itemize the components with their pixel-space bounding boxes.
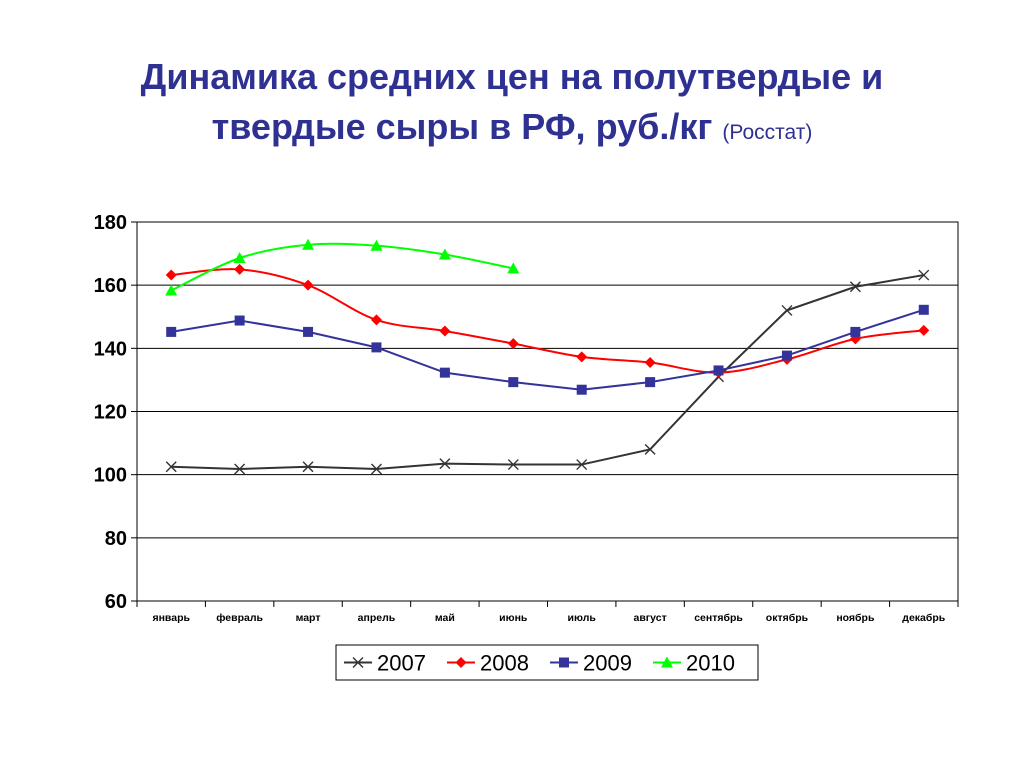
y-tick-label: 100 [94, 465, 127, 487]
data-point-2008 [644, 357, 656, 369]
x-tick-label: ноябрь [836, 612, 875, 624]
y-axis-ticks: 60 80 100 120 140 160 180 [94, 212, 137, 613]
data-point-2009 [576, 384, 587, 395]
x-tick-label: январь [152, 612, 190, 624]
data-point-2010 [507, 262, 520, 274]
x-axis-ticks: январь февраль март апрель май июнь июль август… [136, 601, 959, 624]
legend-swatch-marker [352, 657, 364, 668]
data-point-2009 [850, 326, 861, 337]
data-point-2010 [233, 252, 246, 264]
y-tick-label: 160 [94, 275, 127, 297]
x-tick-label: июнь [499, 612, 528, 624]
data-point-2009 [645, 377, 656, 388]
data-point-2007 [507, 459, 519, 471]
data-point-2008 [234, 263, 246, 275]
y-tick-label: 60 [105, 591, 127, 613]
data-point-2007 [234, 463, 246, 475]
legend-item-2008: 2008 [447, 651, 529, 676]
chart-title: Динамика средних цен на полутвердые и тв… [60, 52, 964, 158]
data-point-2008 [439, 325, 451, 337]
data-point-2010 [438, 248, 451, 260]
data-point-2007 [165, 461, 177, 473]
legend-label: 2007 [377, 651, 426, 676]
y-tick-label: 140 [94, 338, 127, 360]
series-line-2007 [171, 274, 924, 470]
legend-label: 2010 [686, 651, 735, 676]
legend-item-2009: 2009 [550, 651, 632, 676]
legend-box [335, 644, 759, 681]
series-line-2010 [170, 242, 514, 292]
data-point-2009 [713, 365, 724, 376]
legend-item-2007: 2007 [344, 651, 426, 676]
data-point-2007 [918, 269, 930, 281]
title-source: (Росстат) [722, 121, 813, 144]
x-tick-label: декабрь [902, 612, 945, 624]
data-point-2007 [849, 281, 861, 293]
data-point-2009 [508, 377, 519, 388]
data-point-2007 [576, 459, 588, 471]
legend: 2007 2008 2009 2010 [335, 644, 759, 681]
data-point-2009 [918, 304, 929, 315]
legend-swatch-marker [455, 657, 467, 668]
data-point-2009 [234, 315, 245, 326]
x-tick-label: октябрь [766, 612, 809, 624]
x-tick-label: июль [568, 612, 597, 624]
data-point-2008 [918, 324, 930, 336]
data-point-2007 [644, 443, 656, 455]
legend-item-2010: 2010 [653, 651, 735, 676]
data-point-2009 [166, 326, 177, 337]
x-tick-label: сентябрь [694, 612, 743, 624]
data-point-2007 [370, 463, 382, 475]
y-tick-label: 120 [94, 402, 127, 424]
x-tick-label: август [634, 612, 667, 624]
x-tick-label: март [296, 612, 321, 624]
series-line-2008 [171, 268, 924, 374]
data-point-2007 [302, 461, 314, 473]
data-point-2008 [302, 279, 314, 291]
legend-swatch-marker [661, 656, 673, 668]
data-point-2010 [165, 284, 178, 296]
legend-label: 2008 [480, 651, 529, 676]
data-point-2008 [507, 338, 519, 350]
series-2008 [165, 263, 930, 379]
data-point-2009 [439, 367, 450, 378]
data-point-2008 [576, 351, 588, 363]
series-2010 [165, 238, 520, 296]
series-2009 [166, 304, 929, 395]
data-point-2008 [165, 269, 177, 281]
y-tick-label: 80 [105, 528, 127, 550]
x-tick-label: апрель [358, 612, 396, 624]
data-point-2010 [370, 239, 383, 251]
y-tick-label: 180 [94, 212, 127, 234]
data-point-2007 [439, 458, 451, 470]
x-tick-label: февраль [216, 612, 263, 624]
data-point-2008 [370, 314, 382, 326]
legend-label: 2009 [583, 651, 632, 676]
data-point-2009 [371, 342, 382, 353]
data-point-2007 [781, 304, 793, 316]
series-lines [165, 238, 930, 475]
title-main: Динамика средних цен на полутвердые и тв… [140, 56, 884, 147]
data-point-2010 [302, 238, 315, 250]
data-point-2009 [781, 350, 792, 361]
series-2007 [165, 269, 930, 475]
series-line-2009 [171, 308, 925, 391]
data-point-2009 [303, 326, 314, 337]
x-tick-label: май [435, 612, 455, 624]
legend-swatch-marker [559, 657, 569, 668]
